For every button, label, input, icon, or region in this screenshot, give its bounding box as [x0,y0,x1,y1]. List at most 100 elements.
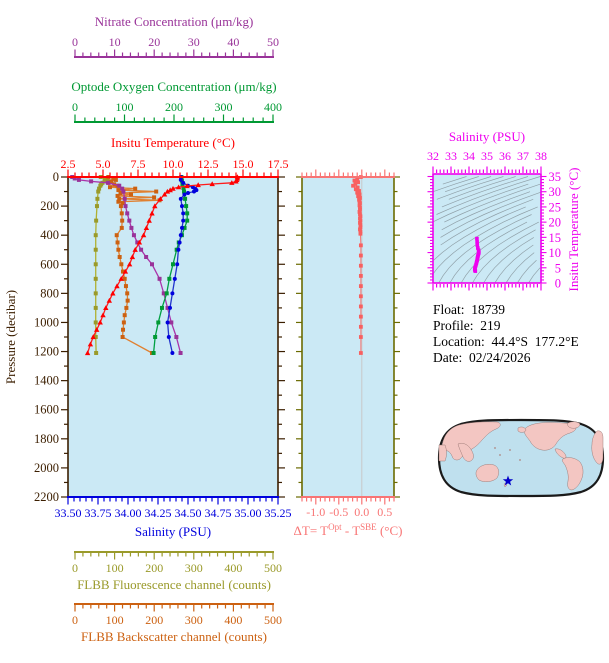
delta-t-bottom-axis: -1.0 -0.5 0.0 0.5 [301,498,395,519]
pressure-tick-label: 0 [53,170,59,184]
tick-label: 5.0 [96,157,111,171]
oxygen-scale-bar: 0 100 200 300 400 Optode Oxygen Concentration… [71,79,282,123]
tick-label: 34.75 [205,506,232,520]
tick-label: 400 [264,100,282,114]
ts-temp-tick-label: 35 [549,170,562,184]
tick-label: 0 [72,35,78,49]
tick-label: 200 [145,613,163,627]
isopycnal-contour [448,176,516,200]
series-nitrate [71,176,182,354]
date-line: Date: 02/24/2026 [433,350,531,365]
tick-label: 33.50 [55,506,82,520]
isopycnal-contour [440,191,543,238]
tick-label: 300 [185,561,203,575]
ts-temp-tick-label: 20 [549,216,562,230]
isopycnal-contour [494,244,534,284]
tick-label: 500 [264,561,282,575]
tick-label: 2.5 [61,157,76,171]
float-location-star-icon [502,475,514,486]
tick-label: 100 [116,100,134,114]
tick-label: 30 [188,35,200,49]
ts-temp-tick-label: 30 [549,185,562,199]
isopycnal-contour [444,176,492,193]
oxygen-axis-title: Optode Oxygen Concentration (μm/kg) [71,79,276,94]
map-continents [438,421,604,491]
tick-label: 17.5 [268,157,289,171]
tick-label: 300 [215,100,233,114]
tick-label: 7.5 [131,157,146,171]
isopycnal-contour [444,183,541,223]
profile-plot: 0 200 400 600 800 1000 1200 1400 1600 1800 2000 220… [3,135,292,539]
profile-line: Profile: 219 [433,318,501,333]
isopycnal-contour [432,176,479,193]
tick-label: 500 [264,613,282,627]
pressure-tick-label: 1800 [34,432,59,446]
pressure-tick-label: 400 [40,228,59,242]
tick-label: 0 [72,100,78,114]
temperature-axis: 2.5 5.0 7.5 10.0 12.5 15.0 17.5 [61,157,289,176]
pressure-tick-label: 2200 [34,490,59,504]
oxygen-axis: 0 100 200 300 400 Optode Oxygen Concentration… [71,79,282,123]
tick-label: 35 [481,149,493,163]
fluorescence-axis-title: FLBB Fluorescence channel (counts) [77,577,271,592]
tick-label: 34 [463,149,475,163]
isopycnal-contour [431,206,538,276]
tick-label: 37 [517,149,529,163]
tick-label: 0 [72,561,78,575]
tick-label: 33 [445,149,457,163]
tick-label: 10 [109,35,121,49]
fluorescence-scale-bar: 0 100 200 300 400 500 FLBB Fluorescence channe… [72,551,282,592]
ts-temperature-axis-title: Insitu Temperature (°C) [566,168,581,292]
isopycnal-contour [440,198,534,246]
tick-label: -1.0 [306,505,325,519]
isopycnal-contour [441,176,529,208]
fluorescence-axis: 0 100 200 300 400 500 FLBB Fluorescence channe… [72,551,282,592]
delta-t-axis-title: ΔT= TOpt - TSBE (°C) [294,522,403,538]
salinity-axis: 33.50 33.75 34.00 34.25 34.50 34.75 35.00 35.25 [55,498,292,520]
tick-label: 34.00 [115,506,142,520]
tick-label: 400 [224,561,242,575]
delta-t-top-axis [301,169,395,176]
tick-label: 12.5 [198,157,219,171]
ts-temp-tick-label: 15 [549,231,562,245]
ts-temp-tick-label: 10 [549,246,562,260]
tick-label: 100 [106,613,124,627]
isopycnal-contour [438,214,532,284]
tick-label: 38 [535,149,547,163]
tick-label: 400 [224,613,242,627]
pressure-tick-label: 2000 [34,461,59,475]
tick-label: 10.0 [163,157,184,171]
tick-label: 34.50 [175,506,202,520]
isopycnal-contour [441,191,531,231]
isopycnal-contour [436,176,541,215]
isopycnal-contour [528,267,541,284]
temperature-axis-title: Insitu Temperature (°C) [111,135,235,150]
nitrate-scale-bar: 0 10 20 30 40 50 Nitrate Concentration (μm/kg) [72,14,279,58]
tick-label: 100 [106,561,124,575]
backscatter-axis: 0 100 200 300 400 500 FLBB Backscatter channel… [72,603,282,644]
tick-label: 15.0 [233,157,254,171]
tick-label: 40 [227,35,239,49]
ts-salinity-axis: 32 33 34 35 36 37 38 [427,149,547,173]
tick-label: 50 [267,35,279,49]
pressure-tick-label: 1400 [34,374,59,388]
isopycnal-contour [436,176,504,200]
world-map [437,418,605,498]
pressure-tick-label: 1600 [34,403,59,417]
tick-label: 0.5 [377,505,392,519]
backscatter-axis-title: FLBB Backscatter channel (counts) [81,629,267,644]
tick-label: 200 [165,100,183,114]
isopycnal-contour [432,183,529,223]
float-info: Float: 18739 Profile: 219 Location: 44.4… [433,302,579,365]
isopycnal-contour [483,237,534,284]
ts-temp-tick-label: 0 [555,277,561,291]
tick-label: 32 [427,149,439,163]
tick-label: 0 [72,613,78,627]
isopycnal-contour [442,176,467,185]
backscatter-scale-bar: 0 100 200 300 400 500 FLBB Backscatter channel… [72,603,282,644]
tick-label: 0.0 [354,505,369,519]
nitrate-axis: 0 10 20 30 40 50 Nitrate Concentration (μm/kg) [72,14,279,58]
